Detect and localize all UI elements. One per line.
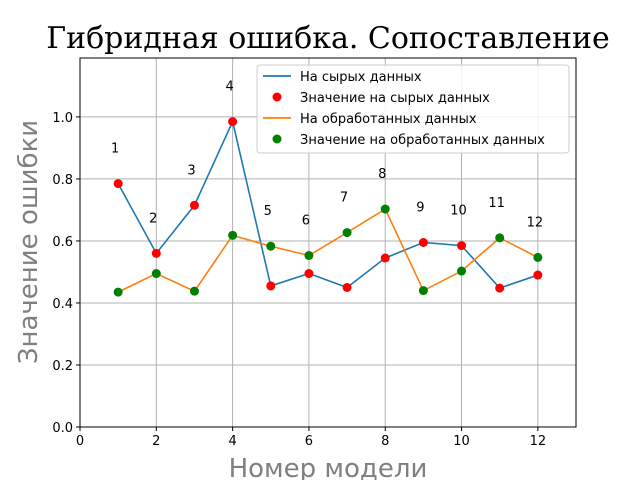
series-1-point <box>380 253 390 263</box>
point-number-label: 4 <box>225 80 233 95</box>
point-number-label: 1 <box>111 142 119 157</box>
series-1-point <box>418 238 428 247</box>
y-tick-label: 1.0 <box>52 111 73 126</box>
x-tick-label: 12 <box>530 434 547 449</box>
series-2-point <box>380 204 390 214</box>
series-lines <box>117 119 539 293</box>
x-axis-label: Номер модели <box>229 454 428 480</box>
x-tick-label: 4 <box>228 434 236 449</box>
point-number-label: 5 <box>264 204 272 219</box>
point-number-label: 7 <box>340 191 348 206</box>
point-number-label: 8 <box>378 167 386 182</box>
x-tick-label: 2 <box>152 434 160 449</box>
series-2-point <box>266 241 276 251</box>
y-axis-label: Значение ошибки <box>14 120 44 364</box>
point-number-label: 3 <box>187 163 195 178</box>
point-number-label: 12 <box>527 215 544 230</box>
series-1-point <box>457 241 467 251</box>
x-tick-label: 10 <box>453 434 470 449</box>
y-tick-label: 0.8 <box>52 173 73 188</box>
series-1-point <box>342 282 352 292</box>
series-1-point <box>304 269 314 279</box>
plot-frame <box>79 57 577 428</box>
x-tick-label: 6 <box>305 434 313 449</box>
point-number-label: 9 <box>416 201 424 216</box>
series-2-point <box>495 233 505 243</box>
point-number-label: 2 <box>149 211 157 226</box>
legend-marker-swatch <box>272 134 282 144</box>
series-1-point <box>189 200 199 210</box>
series-2-point <box>189 286 199 296</box>
ticks: 0 2 4 6 8 10 120.00.20.40.60.81.0 <box>52 111 546 449</box>
series-2-point <box>113 287 123 297</box>
series-1-point <box>228 117 238 127</box>
series-line-2 <box>117 207 539 293</box>
chart-title: Гибридная ошибка. Сопоставление <box>46 21 609 56</box>
series-2-point <box>457 266 467 276</box>
series-1-point <box>113 179 123 189</box>
legend-marker-swatch <box>272 92 282 102</box>
series-2-point <box>304 251 314 261</box>
series-2-point <box>151 269 161 279</box>
series-2-point <box>342 228 352 238</box>
point-number-label: 6 <box>302 214 310 229</box>
markers <box>113 117 543 297</box>
series-2-point <box>418 286 428 296</box>
x-tick-label: 0 <box>76 434 84 449</box>
x-tick-label: 8 <box>381 434 389 449</box>
series-1-point <box>495 283 505 293</box>
series-2-point <box>533 252 543 262</box>
legend-label: На сырых данных <box>300 70 422 85</box>
legend: На сырых данных Значение на сырых данных Н… <box>256 64 570 154</box>
series-1-point <box>151 248 161 258</box>
series-2-point <box>228 230 238 240</box>
legend-label: На обработанных данных <box>300 112 477 127</box>
y-tick-label: 0.0 <box>52 421 73 436</box>
y-tick-label: 0.6 <box>52 235 73 250</box>
legend-label: Значение на обработанных данных <box>300 133 545 148</box>
series-1-point <box>266 281 276 291</box>
series-line-1 <box>117 119 539 290</box>
point-number-label: 11 <box>488 196 505 211</box>
y-tick-label: 0.2 <box>52 359 73 374</box>
legend-label: Значение на сырых данных <box>300 91 490 106</box>
y-tick-label: 0.4 <box>52 297 73 312</box>
series-1-point <box>533 270 543 280</box>
legend-box <box>256 64 570 154</box>
point-number-label: 10 <box>450 204 467 219</box>
